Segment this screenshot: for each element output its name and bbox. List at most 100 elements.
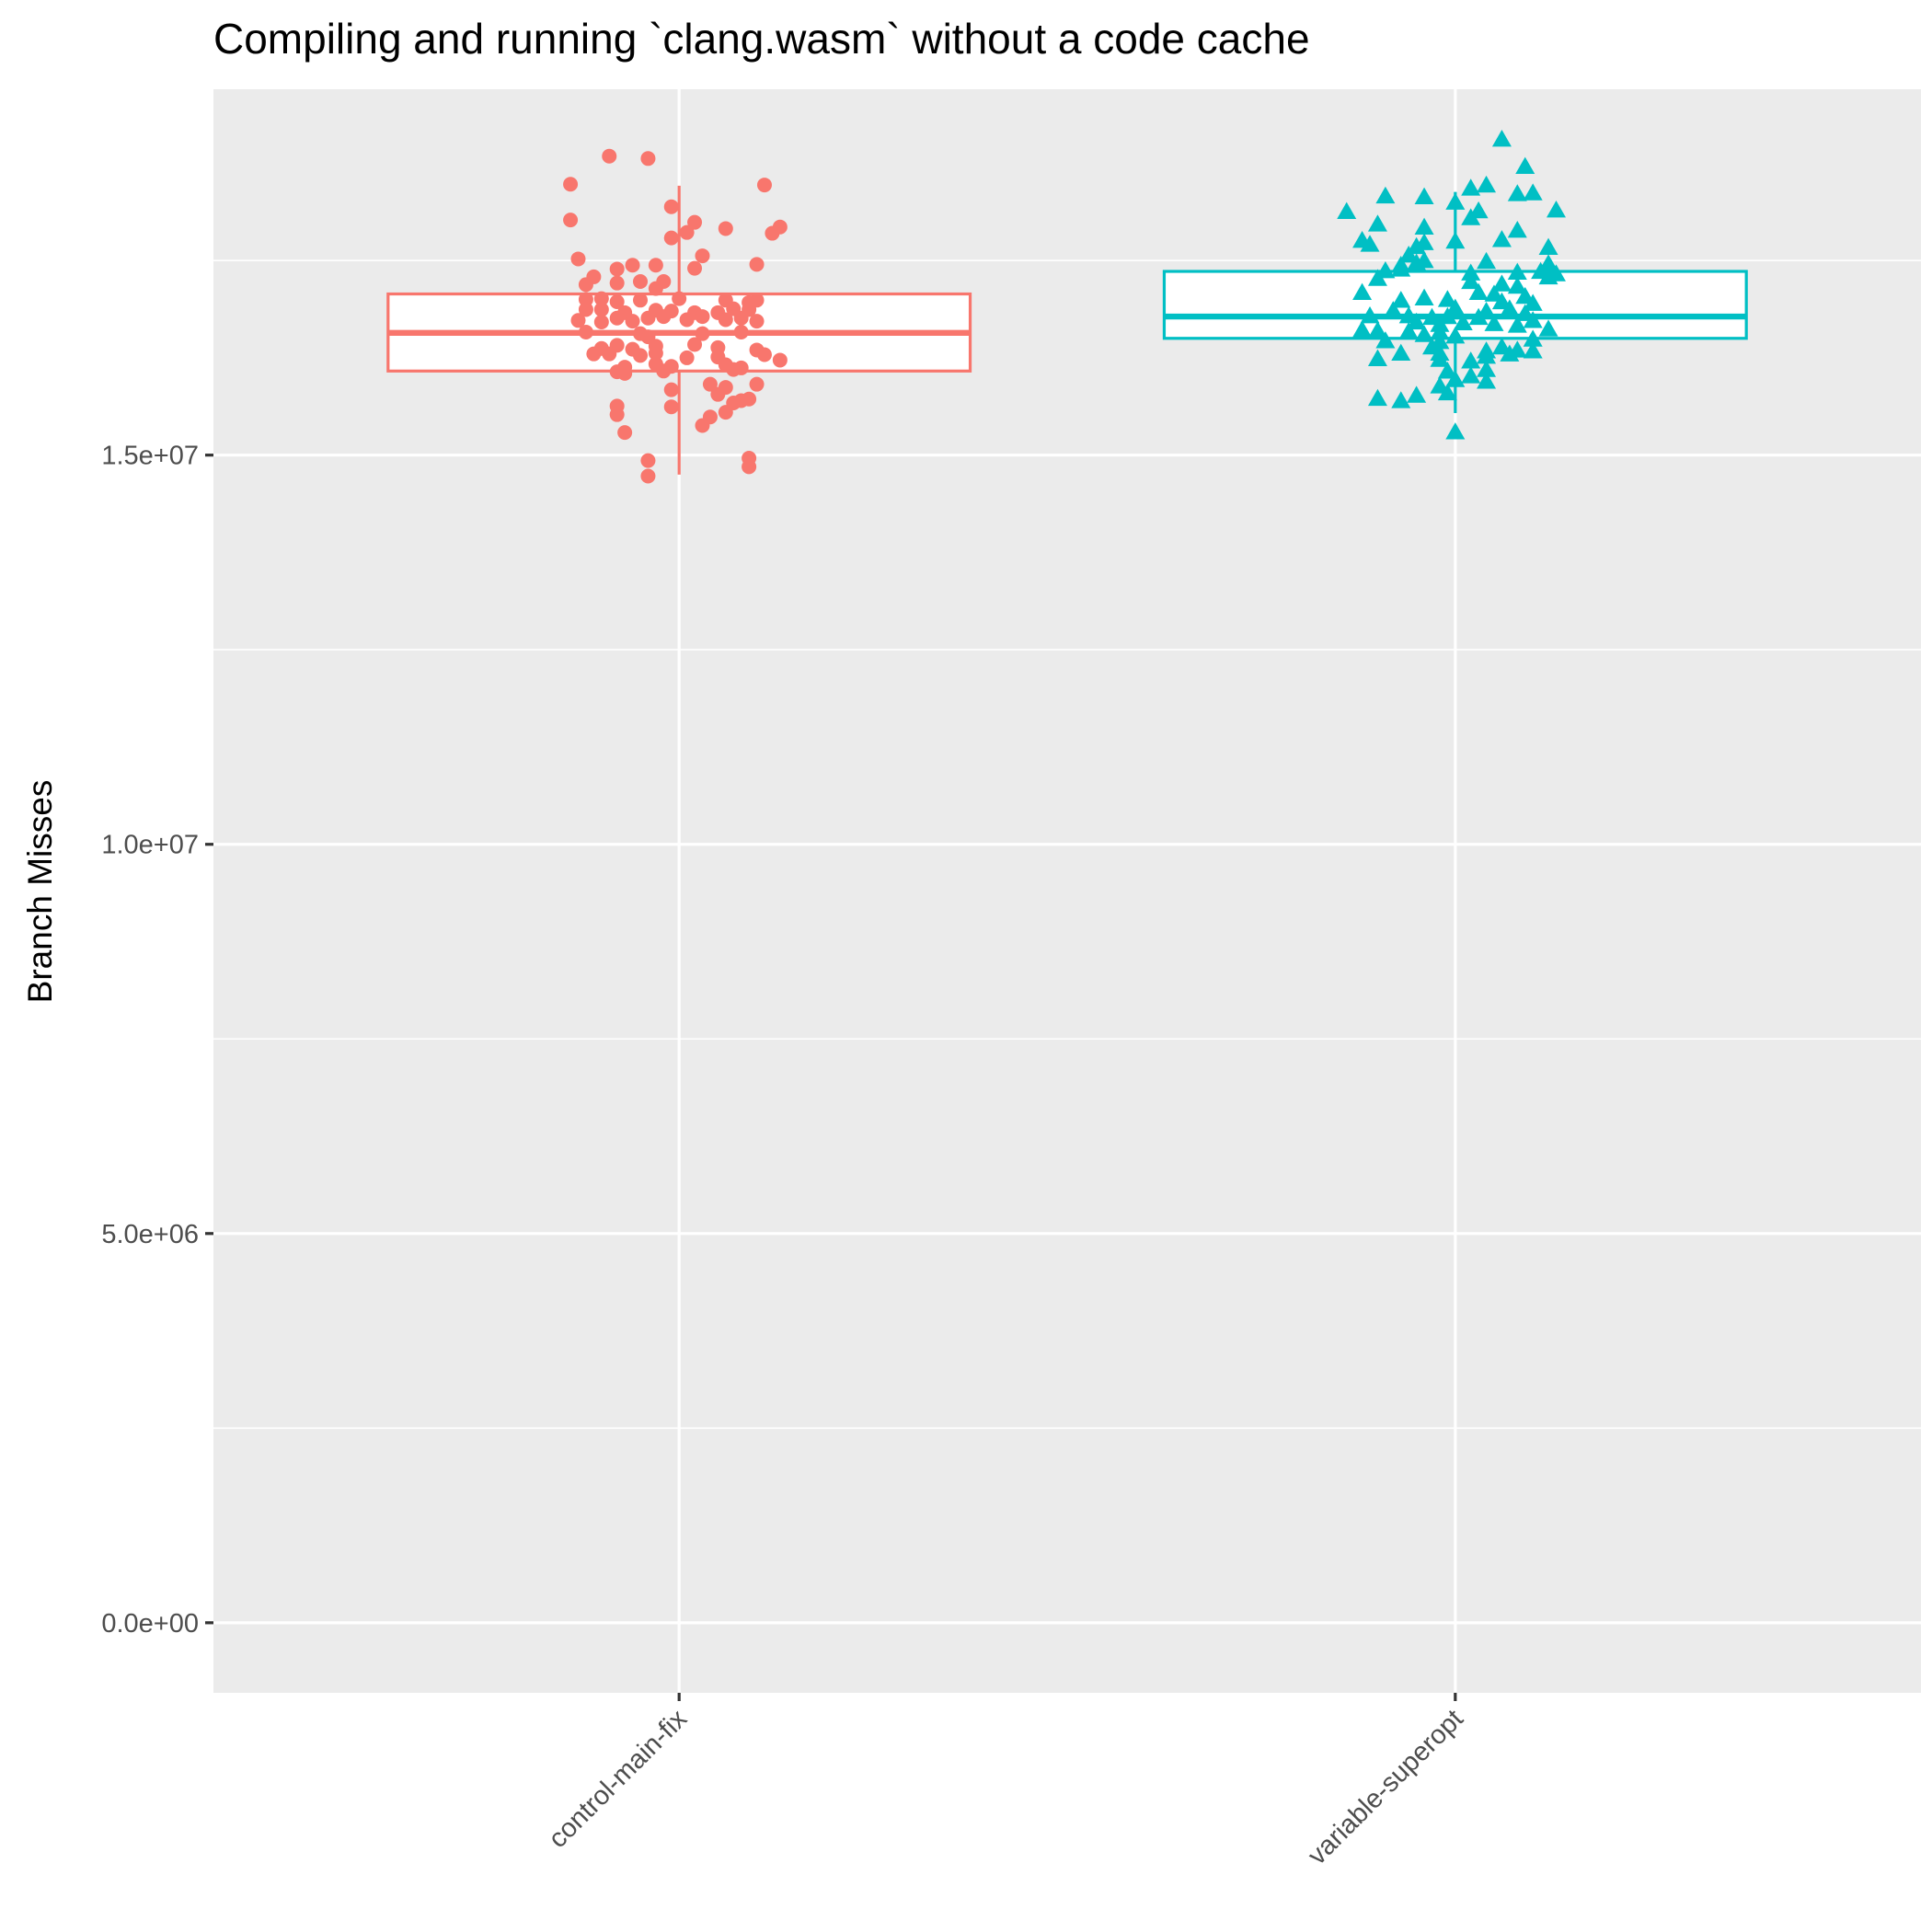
- data-point: [663, 382, 679, 397]
- data-point: [672, 291, 687, 306]
- data-point: [756, 178, 772, 193]
- data-point: [1437, 383, 1457, 401]
- data-point: [1430, 322, 1450, 340]
- data-point: [1538, 254, 1558, 271]
- data-point: [1461, 366, 1481, 384]
- data-point: [1414, 288, 1434, 305]
- data-point: [1391, 391, 1411, 408]
- data-point: [1477, 251, 1497, 270]
- data-point: [1468, 282, 1489, 301]
- y-tick-label: 1.0e+07: [101, 831, 199, 860]
- data-point: [1523, 341, 1543, 359]
- data-point: [1461, 208, 1481, 225]
- data-point: [1414, 187, 1434, 204]
- data-point: [625, 314, 640, 329]
- points-variable-superopt: [1337, 129, 1566, 440]
- data-point: [609, 261, 625, 277]
- data-point: [1507, 220, 1527, 238]
- data-point: [1477, 360, 1497, 377]
- jitter-points: [563, 129, 1566, 484]
- data-point: [593, 302, 609, 317]
- data-point: [609, 293, 625, 309]
- chart-title: Compiling and running `clang.wasm` witho…: [213, 15, 1310, 63]
- data-point: [1437, 306, 1457, 325]
- data-point: [656, 363, 672, 379]
- data-point: [742, 459, 757, 475]
- data-point: [1437, 290, 1457, 307]
- data-point: [1523, 183, 1543, 201]
- data-point: [1491, 129, 1512, 147]
- data-point: [1546, 200, 1566, 218]
- y-tick-label: 1.5e+07: [101, 442, 199, 471]
- data-point: [609, 275, 625, 291]
- data-point: [1367, 321, 1387, 339]
- data-point: [1461, 263, 1481, 281]
- data-point: [1507, 262, 1527, 281]
- data-point: [563, 177, 579, 192]
- y-tick-label: 5.0e+06: [101, 1220, 199, 1249]
- data-point: [1375, 331, 1396, 349]
- data-point: [563, 213, 579, 228]
- data-point: [756, 347, 772, 362]
- data-point: [625, 258, 640, 273]
- data-point: [679, 312, 695, 328]
- data-point: [1375, 186, 1396, 204]
- data-point: [1437, 362, 1457, 379]
- data-point: [570, 251, 586, 267]
- data-point: [1367, 269, 1387, 286]
- data-point: [578, 302, 593, 317]
- data-point: [710, 386, 726, 402]
- minor-gridlines: [213, 259, 1921, 1430]
- data-point: [1407, 253, 1427, 270]
- data-point: [1523, 329, 1543, 347]
- data-point: [633, 273, 648, 289]
- data-point: [1538, 319, 1558, 337]
- data-point: [1477, 372, 1497, 389]
- data-point: [1538, 267, 1558, 285]
- data-point: [1367, 349, 1387, 366]
- data-point: [765, 225, 780, 241]
- data-point: [1523, 293, 1543, 311]
- x-tick-label: variable-superopt: [1303, 1704, 1469, 1870]
- data-point: [1445, 298, 1466, 316]
- data-point: [679, 350, 695, 365]
- data-point: [609, 310, 625, 326]
- data-point: [602, 346, 617, 362]
- data-point: [1500, 299, 1520, 316]
- data-point: [578, 324, 593, 339]
- y-axis-label: Branch Misses: [21, 780, 59, 1004]
- data-point: [640, 468, 656, 484]
- data-point: [1453, 313, 1473, 331]
- boxplot-control-main-fix: [386, 185, 972, 475]
- data-point: [1430, 350, 1450, 367]
- data-point: [1398, 246, 1419, 263]
- data-point: [1500, 344, 1520, 362]
- data-point: [1414, 325, 1434, 342]
- data-point: [1515, 156, 1535, 174]
- data-point: [695, 326, 710, 341]
- data-point: [578, 277, 593, 293]
- data-point: [1523, 311, 1543, 328]
- data-point: [1507, 276, 1527, 294]
- data-point: [1360, 306, 1380, 324]
- data-point: [648, 281, 663, 296]
- data-point: [648, 258, 663, 273]
- data-point: [1477, 175, 1497, 193]
- y-axis: 0.0e+00 5.0e+06 1.0e+07 1.5e+07: [101, 442, 213, 1639]
- data-point: [586, 346, 602, 362]
- data-point: [718, 405, 733, 420]
- data-point: [617, 425, 633, 441]
- data-point: [1352, 282, 1373, 301]
- data-point: [609, 407, 625, 422]
- data-point: [1407, 312, 1427, 330]
- data-point: [1360, 235, 1380, 252]
- data-point: [749, 314, 765, 329]
- data-point: [733, 310, 749, 326]
- data-point: [640, 151, 656, 167]
- data-point: [1445, 327, 1466, 344]
- data-point: [1445, 422, 1466, 440]
- data-point: [1491, 274, 1512, 292]
- data-point: [1407, 385, 1427, 403]
- data-point: [1391, 343, 1411, 362]
